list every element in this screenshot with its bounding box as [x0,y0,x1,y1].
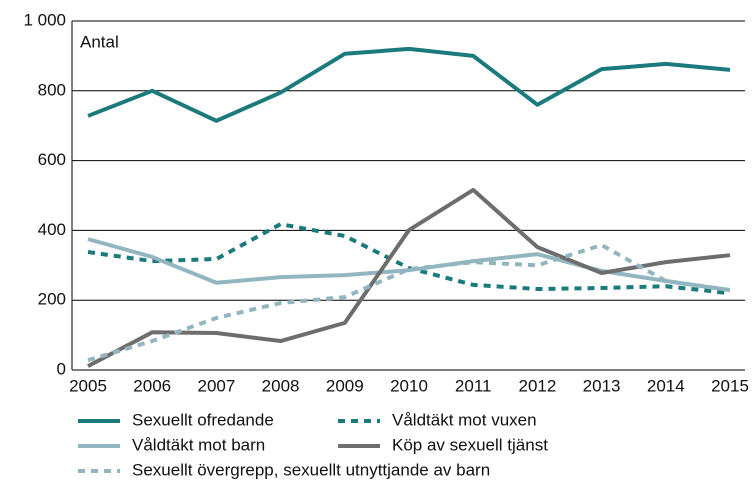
x-tick-label: 2013 [583,376,621,395]
x-tick-label: 2015 [711,376,749,395]
y-tick-label: 0 [57,359,66,378]
x-tick-label: 2011 [455,376,492,395]
legend-label: Våldtäkt mot vuxen [392,410,537,429]
x-tick-label: 2010 [390,376,428,395]
legend-label: Sexuellt ofredande [132,410,274,429]
series-line [87,222,731,296]
legend-label: Köp av sexuell tjänst [392,435,548,454]
x-tick-label: 2008 [262,376,300,395]
x-tick-label: 2007 [197,376,235,395]
x-tick-label: 2009 [326,376,364,395]
x-tick-label: 2006 [133,376,171,395]
y-tick-label: 600 [38,150,66,169]
y-tick-label: 1 000 [23,10,66,29]
series-line [87,187,731,368]
y-tick-label: 400 [38,220,66,239]
series-line [87,46,731,123]
legend-label: Våldtäkt mot barn [132,435,265,454]
series-line [87,243,731,363]
annotation: Antal [80,32,119,51]
legend-label: Sexuellt övergrepp, sexuellt utnyttjande… [132,460,490,479]
x-tick-label: 2012 [518,376,556,395]
y-tick-label: 200 [38,290,66,309]
y-tick-label: 800 [38,80,66,99]
series-line [87,237,731,293]
x-tick-label: 2014 [647,376,685,395]
x-tick-label: 2005 [69,376,107,395]
